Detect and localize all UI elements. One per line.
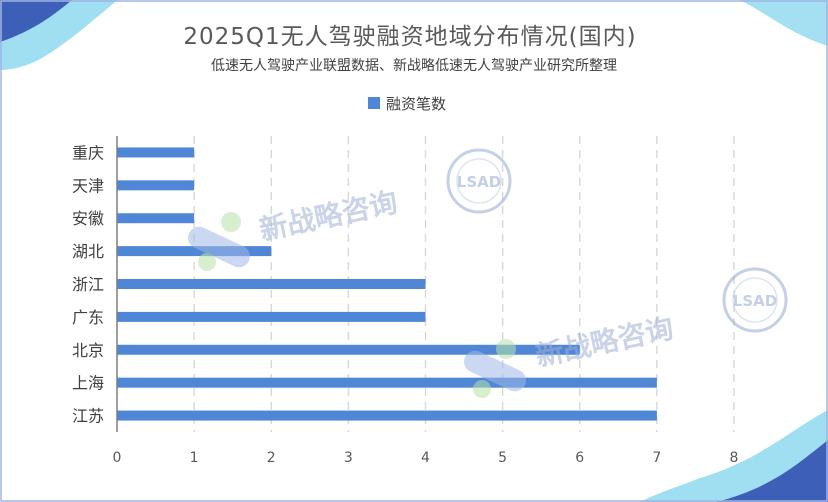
watermark-logo-1: LSAD bbox=[446, 148, 512, 214]
x-tick-label: 3 bbox=[344, 450, 353, 466]
watermark-text-2: 新战略咨询 bbox=[533, 311, 677, 372]
bar bbox=[117, 410, 657, 421]
bar bbox=[117, 279, 426, 289]
category-label: 北京 bbox=[72, 341, 104, 360]
watermark-1: 新战略咨询 bbox=[188, 185, 401, 271]
wave-top-right-light bbox=[740, 0, 828, 46]
watermark-dot-1a bbox=[221, 212, 241, 232]
bars bbox=[117, 147, 657, 421]
chart-title: 2025Q1无人驾驶融资地域分布情况(国内) bbox=[183, 24, 636, 50]
bar bbox=[117, 311, 426, 322]
x-tick-label: 7 bbox=[652, 450, 661, 466]
x-tick-labels: 0 1 2 3 4 5 6 7 8 bbox=[113, 450, 739, 466]
watermark-pill-1 bbox=[188, 226, 250, 268]
category-label: 重庆 bbox=[72, 143, 104, 162]
x-tick-label: 1 bbox=[190, 450, 199, 466]
category-label: 上海 bbox=[72, 374, 104, 393]
category-label: 天津 bbox=[72, 176, 104, 195]
watermark-dot-2a bbox=[496, 339, 516, 359]
category-label: 安徽 bbox=[72, 209, 104, 228]
watermark-logo-2: LSAD bbox=[722, 267, 788, 333]
logo-text-2: LSAD bbox=[733, 292, 777, 310]
wave-top-left-dark bbox=[0, 0, 72, 42]
logo-inner-1 bbox=[456, 158, 502, 204]
logo-text-1: LSAD bbox=[457, 173, 501, 191]
bar bbox=[117, 147, 195, 158]
watermark-pill-2 bbox=[464, 350, 526, 392]
watermark-dot-2b bbox=[473, 380, 491, 398]
watermark-text-1: 新战略咨询 bbox=[257, 185, 401, 246]
bar bbox=[117, 180, 195, 191]
category-label: 江苏 bbox=[72, 407, 104, 426]
category-label: 湖北 bbox=[72, 242, 104, 261]
x-tick-label: 5 bbox=[498, 450, 507, 466]
x-tick-label: 0 bbox=[113, 450, 122, 466]
logo-ring-2 bbox=[722, 267, 788, 333]
legend: 融资笔数 bbox=[368, 95, 446, 113]
bar bbox=[117, 344, 580, 355]
chart-subtitle: 低速无人驾驶产业联盟数据、新战略低速无人驾驶产业研究所整理 bbox=[211, 58, 617, 74]
category-label: 浙江 bbox=[72, 275, 104, 294]
wave-bottom-right-dark bbox=[716, 440, 828, 502]
x-tick-label: 6 bbox=[575, 450, 584, 466]
legend-label: 融资笔数 bbox=[386, 95, 446, 113]
bar bbox=[117, 213, 195, 224]
legend-swatch bbox=[368, 97, 380, 109]
x-tick-label: 4 bbox=[421, 450, 430, 466]
x-tick-label: 8 bbox=[730, 450, 739, 466]
x-tick-label: 2 bbox=[267, 450, 276, 466]
logo-ring-1 bbox=[446, 148, 512, 214]
watermark-dot-1b bbox=[198, 253, 216, 271]
logo-inner-2 bbox=[732, 277, 778, 323]
bar bbox=[117, 377, 657, 388]
bar bbox=[117, 246, 272, 257]
category-label: 广东 bbox=[72, 308, 104, 327]
